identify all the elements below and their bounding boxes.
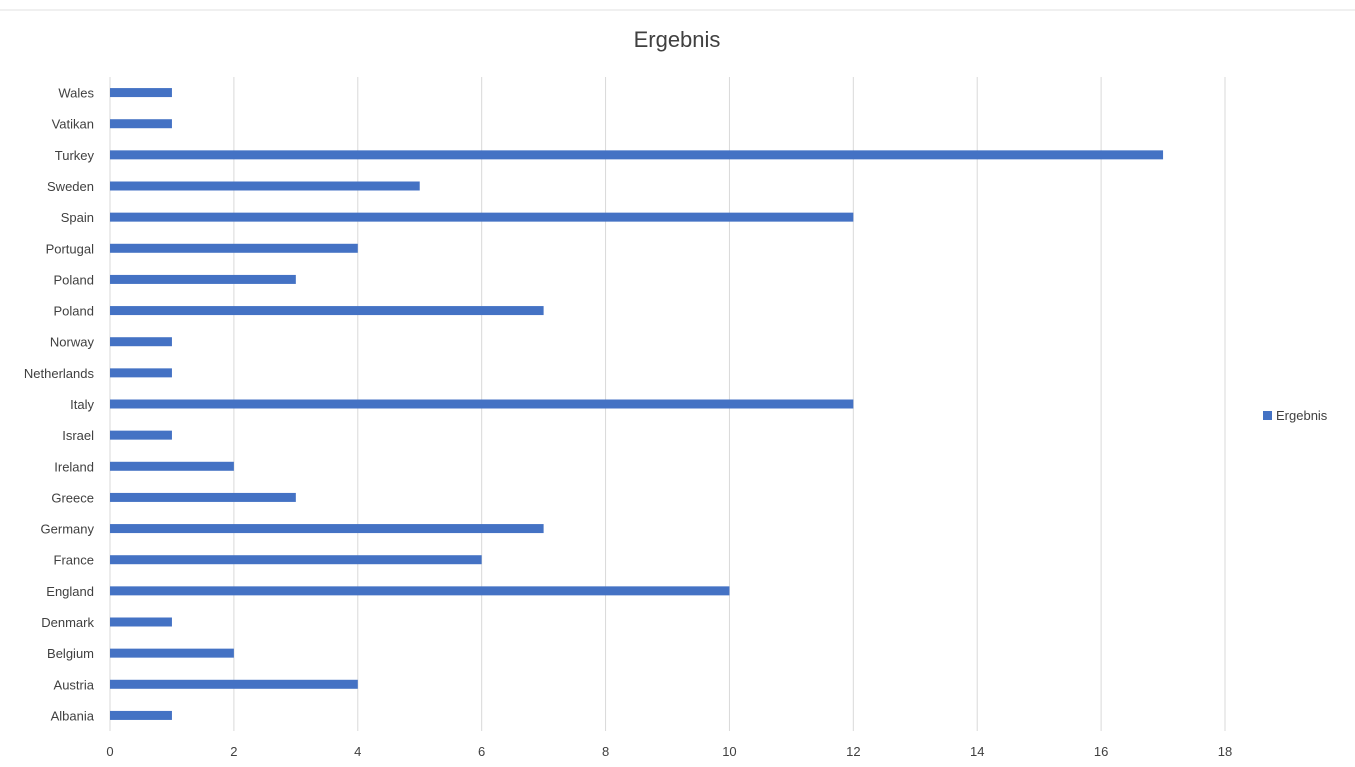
- category-label-turkey-2: Turkey: [55, 148, 95, 163]
- category-label-greece-13: Greece: [51, 490, 94, 505]
- category-label-netherlands-9: Netherlands: [24, 366, 95, 381]
- legend: Ergebnis: [1263, 408, 1328, 423]
- category-label-england-16: England: [46, 584, 94, 599]
- category-labels: Wales Vatikan Turkey Sweden Spain Portugal Pol…: [24, 86, 95, 724]
- bar-sweden-3: [110, 181, 420, 191]
- legend-swatch: [1263, 411, 1272, 420]
- bar-germany-14: [110, 524, 544, 534]
- bar-austria-19: [110, 679, 358, 689]
- bar-italy-10: [110, 399, 854, 409]
- x-tick-label-12: 12: [846, 744, 860, 759]
- x-tick-label-10: 10: [722, 744, 736, 759]
- bar-poland-7: [110, 306, 544, 316]
- bar-spain-4: [110, 212, 854, 222]
- category-label-poland-7: Poland: [54, 304, 94, 319]
- category-label-ireland-12: Ireland: [54, 459, 94, 474]
- category-label-spain-4: Spain: [61, 210, 94, 225]
- bar-netherlands-9: [110, 368, 172, 378]
- bar-norway-8: [110, 337, 172, 347]
- category-label-wales-0: Wales: [58, 86, 94, 101]
- x-tick-label-16: 16: [1094, 744, 1108, 759]
- bar-ireland-12: [110, 461, 234, 471]
- bar-albania-20: [110, 710, 172, 720]
- bar-greece-13: [110, 492, 296, 502]
- x-tick-label-18: 18: [1218, 744, 1232, 759]
- legend-label: Ergebnis: [1276, 408, 1328, 423]
- bar-england-16: [110, 586, 730, 596]
- bar-belgium-18: [110, 648, 234, 658]
- bar-poland-6: [110, 274, 296, 284]
- bar-france-15: [110, 555, 482, 565]
- category-label-germany-14: Germany: [41, 522, 95, 537]
- x-tick-label-14: 14: [970, 744, 984, 759]
- bars: [110, 88, 1164, 720]
- x-tick-label-0: 0: [106, 744, 113, 759]
- x-tick-label-6: 6: [478, 744, 485, 759]
- category-label-albania-20: Albania: [51, 708, 95, 723]
- bar-portugal-5: [110, 243, 358, 253]
- category-label-portugal-5: Portugal: [46, 241, 95, 256]
- category-label-italy-10: Italy: [70, 397, 94, 412]
- chart-title: Ergebnis: [634, 27, 721, 52]
- category-label-poland-6: Poland: [54, 272, 94, 287]
- x-tick-label-8: 8: [602, 744, 609, 759]
- category-label-norway-8: Norway: [50, 335, 95, 350]
- x-tick-label-4: 4: [354, 744, 361, 759]
- category-label-belgium-18: Belgium: [47, 646, 94, 661]
- x-tick-label-2: 2: [230, 744, 237, 759]
- category-label-denmark-17: Denmark: [41, 615, 94, 630]
- bar-vatikan-1: [110, 119, 172, 129]
- category-label-austria-19: Austria: [54, 677, 95, 692]
- category-label-vatikan-1: Vatikan: [52, 117, 94, 132]
- bar-israel-11: [110, 430, 172, 440]
- category-label-israel-11: Israel: [62, 428, 94, 443]
- x-axis-tick-labels: 0 2 4 6 8 10 12 14 16 18: [106, 744, 1232, 759]
- bar-turkey-2: [110, 150, 1164, 160]
- bar-denmark-17: [110, 617, 172, 627]
- category-label-sweden-3: Sweden: [47, 179, 94, 194]
- category-label-france-15: France: [54, 553, 94, 568]
- bar-wales-0: [110, 88, 172, 98]
